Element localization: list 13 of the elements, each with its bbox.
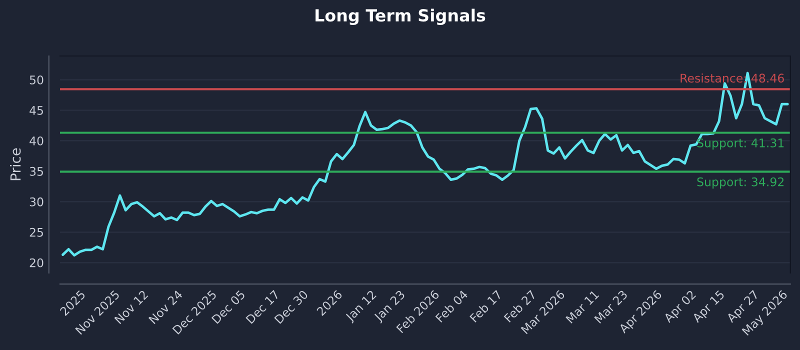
y-tick-label: 40 [30,136,44,146]
y-tick-label: 30 [30,197,44,206]
y-tick-label: 20 [30,258,44,268]
y-tick-label: 35 [30,166,43,176]
y-axis-title: Price [10,148,21,180]
y-tick-label: 50 [30,75,44,84]
ref-line-label: Support: 41.31 [697,138,784,150]
x-tick-label: Feb 17 [469,290,502,323]
y-tick-label: 25 [30,228,43,237]
ref-line-label: Support: 34.92 [697,177,784,189]
line-series [62,72,789,257]
chart-title: Long Term Signals [316,8,486,26]
y-tick-label: 45 [30,106,43,115]
